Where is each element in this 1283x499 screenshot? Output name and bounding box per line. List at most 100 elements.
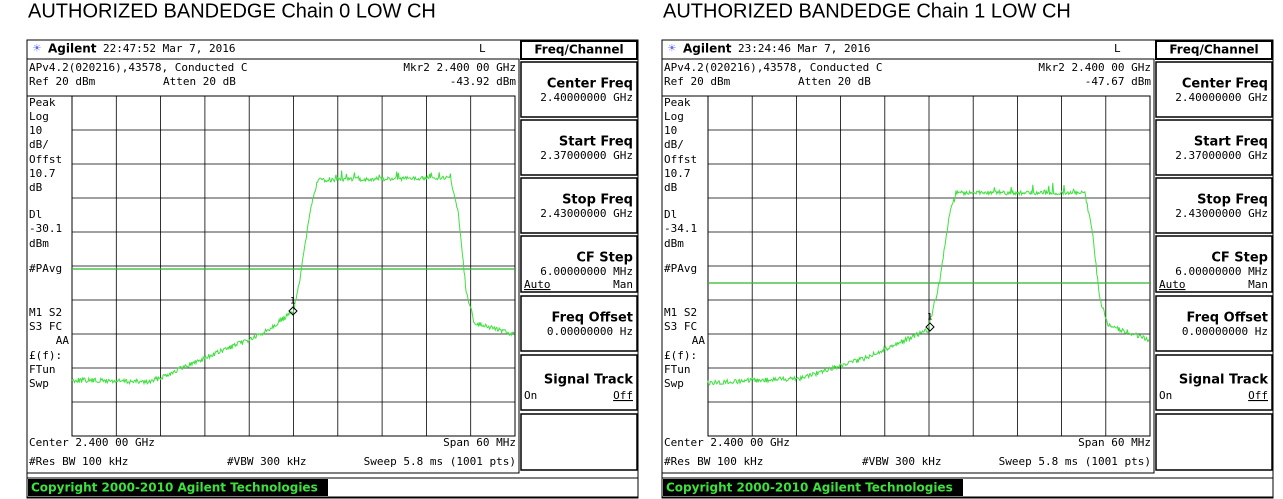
marker-label: Mkr2 2.400 00 GHz xyxy=(403,61,516,74)
marker-diamond xyxy=(288,306,298,316)
softkey-label: Signal Track xyxy=(1179,373,1268,388)
softkey-box xyxy=(520,235,638,293)
side-label: £(f): xyxy=(664,349,697,362)
side-label: Peak xyxy=(664,96,691,109)
softkey-label: Signal Track xyxy=(544,373,633,388)
softkey-box xyxy=(520,119,638,176)
softkey-value: 2.43000000 GHz xyxy=(540,207,633,220)
vbw: #VBW 300 kHz xyxy=(227,455,306,468)
softkey-label: Center Freq xyxy=(547,77,633,92)
softkey-value: 2.40000000 GHz xyxy=(540,91,633,104)
softkey-option: Auto xyxy=(1159,278,1186,291)
attenuation: Atten 20 dB xyxy=(163,75,236,88)
softkey-option: Off xyxy=(1248,389,1268,402)
softkey-option: Man xyxy=(1248,278,1268,291)
softkey-box xyxy=(1155,413,1273,471)
marker-number: 1 xyxy=(927,313,932,323)
timestamp: 23:24:46 Mar 7, 2016 xyxy=(738,42,870,55)
softkey-option: Off xyxy=(613,389,633,402)
side-label: £(f): xyxy=(29,349,62,362)
vbw: #VBW 300 kHz xyxy=(862,455,941,468)
softkey-option: Auto xyxy=(524,278,551,291)
side-label: dB/ xyxy=(664,138,684,151)
span: Span 60 MHz xyxy=(443,436,516,449)
softkey-label: CF Step xyxy=(1211,251,1268,266)
ref-level: Ref 20 dBm xyxy=(664,75,731,88)
timestamp: 22:47:52 Mar 7, 2016 xyxy=(103,42,235,55)
copyright: Copyright 2000-2010 Agilent Technologies xyxy=(666,481,953,495)
menu-title-box xyxy=(520,40,638,60)
menu-title: Freq/Channel xyxy=(1169,43,1258,57)
softkey-box xyxy=(520,413,638,471)
side-label: 10 xyxy=(29,124,42,137)
softkey-value: 6.00000000 MHz xyxy=(1175,265,1268,278)
side-label: Log xyxy=(29,110,49,123)
sun-icon: ☀ xyxy=(33,42,41,57)
res-bw: #Res BW 100 kHz xyxy=(29,455,128,468)
side-label: Dl xyxy=(664,208,677,221)
copyright-bg xyxy=(28,479,328,496)
softkey-value: 0.00000000 Hz xyxy=(1182,325,1268,338)
side-label: S3 FC xyxy=(29,320,62,333)
softkey-box xyxy=(1155,235,1273,293)
res-bw: #Res BW 100 kHz xyxy=(664,455,763,468)
side-label: dB xyxy=(664,181,678,194)
side-label: M1 S2 xyxy=(664,306,697,319)
softkey-label: CF Step xyxy=(576,251,633,266)
softkey-box xyxy=(1155,354,1273,411)
softkey-value: 2.37000000 GHz xyxy=(1175,149,1268,162)
menu-title: Freq/Channel xyxy=(534,43,623,57)
analyzer-panel: AUTHORIZED BANDEDGE Chain 0 LOW CH ☀ Agile… xyxy=(26,0,639,499)
side-label: Offst xyxy=(29,153,62,166)
side-label: #PAvg xyxy=(29,262,62,275)
softkey-label: Start Freq xyxy=(559,135,633,150)
mode: L xyxy=(479,42,486,55)
softkey-box xyxy=(520,295,638,352)
span: Span 60 MHz xyxy=(1078,436,1151,449)
brand: Agilent xyxy=(683,42,732,56)
side-label: 10.7 xyxy=(664,167,691,180)
sweep: Sweep 5.8 ms (1001 pts) xyxy=(999,455,1151,468)
side-label: 10.7 xyxy=(29,167,56,180)
trace xyxy=(71,170,515,386)
softkey-box xyxy=(520,354,638,411)
softkey-value: 2.43000000 GHz xyxy=(1175,207,1268,220)
side-label: S3 FC xyxy=(664,320,697,333)
panel-title: AUTHORIZED BANDEDGE Chain 1 LOW CH xyxy=(663,0,1071,22)
attenuation: Atten 20 dB xyxy=(798,75,871,88)
softkey-value: 0.00000000 Hz xyxy=(547,325,633,338)
info-left: APv4.2(020216),43578, Conducted C xyxy=(664,61,883,74)
softkey[interactable]: Signal Track On Off xyxy=(524,373,633,403)
softkey-value: 6.00000000 MHz xyxy=(540,265,633,278)
center-freq: Center 2.400 00 GHz xyxy=(664,436,790,449)
side-label: FTun xyxy=(664,363,691,376)
softkey-label: Start Freq xyxy=(1194,135,1268,150)
menu-title-box xyxy=(1155,40,1273,60)
marker-number: 1 xyxy=(290,297,295,307)
softkey-label: Center Freq xyxy=(1182,77,1268,92)
ref-level: Ref 20 dBm xyxy=(29,75,96,88)
softkey[interactable]: Signal Track On Off xyxy=(1159,373,1268,403)
softkey-box xyxy=(1155,177,1273,234)
softkey-box xyxy=(1155,61,1273,118)
softkey-box xyxy=(520,61,638,118)
softkey-label: Freq Offset xyxy=(1187,311,1268,326)
softkey-box xyxy=(520,177,638,234)
center-freq: Center 2.400 00 GHz xyxy=(29,436,155,449)
info-left: APv4.2(020216),43578, Conducted C xyxy=(29,61,248,74)
mode: L xyxy=(1114,42,1121,55)
marker-value: -47.67 dBm xyxy=(1085,75,1152,88)
softkey-value: 2.40000000 GHz xyxy=(1175,91,1268,104)
